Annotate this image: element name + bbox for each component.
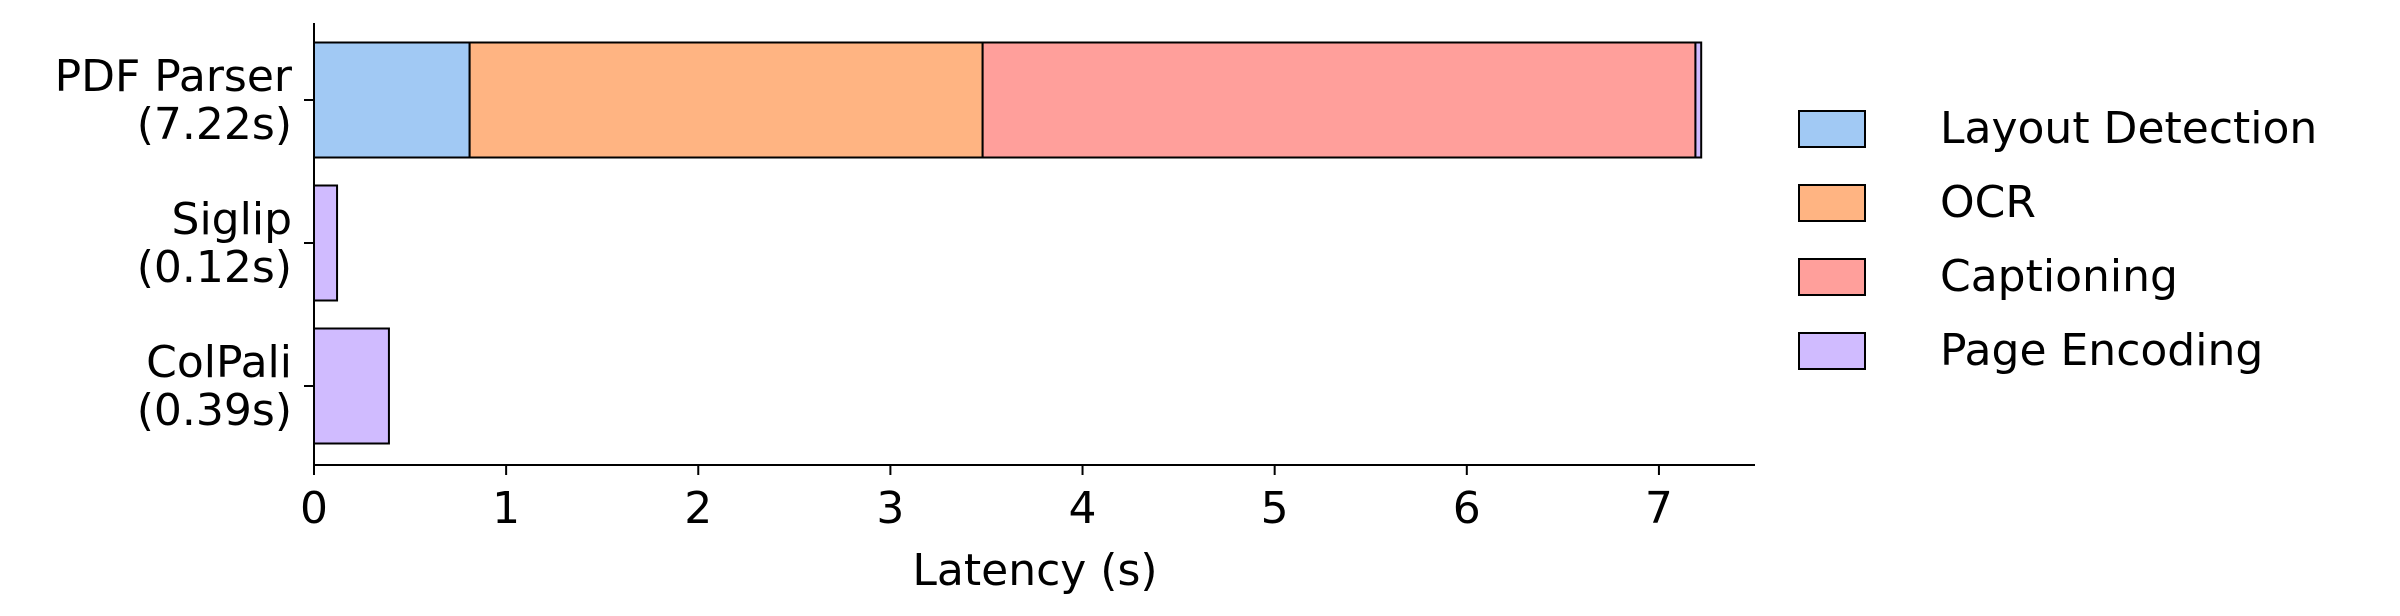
- x-tick-label: 6: [1453, 483, 1481, 534]
- legend-label: Layout Detection: [1940, 103, 2317, 154]
- x-tick-label: 5: [1261, 483, 1289, 534]
- bar-segment: [468, 41, 984, 159]
- y-tick-label: Siglip (0.12s): [137, 194, 292, 293]
- x-tick-label: 0: [300, 483, 328, 534]
- legend-label: Captioning: [1940, 251, 2178, 302]
- legend-swatch: [1798, 110, 1866, 148]
- legend-swatch: [1798, 184, 1866, 222]
- bar-segment: [1694, 41, 1703, 159]
- legend-swatch: [1798, 332, 1866, 370]
- legend-label: OCR: [1940, 177, 2036, 228]
- bar-segment: [981, 41, 1697, 159]
- x-axis-label: Latency (s): [912, 545, 1157, 596]
- x-tick-label: 7: [1645, 483, 1673, 534]
- x-tick-label: 2: [684, 483, 712, 534]
- bar-segment: [313, 327, 390, 445]
- y-tick-label: PDF Parser (7.22s): [55, 51, 293, 150]
- legend-swatch: [1798, 258, 1866, 296]
- y-tick-label: ColPali (0.39s): [137, 337, 292, 436]
- bar-segment: [313, 184, 339, 302]
- legend-label: Page Encoding: [1940, 325, 2263, 376]
- x-tick-label: 1: [492, 483, 520, 534]
- bar-segment: [313, 41, 471, 159]
- x-tick-label: 3: [876, 483, 904, 534]
- x-tick-label: 4: [1069, 483, 1097, 534]
